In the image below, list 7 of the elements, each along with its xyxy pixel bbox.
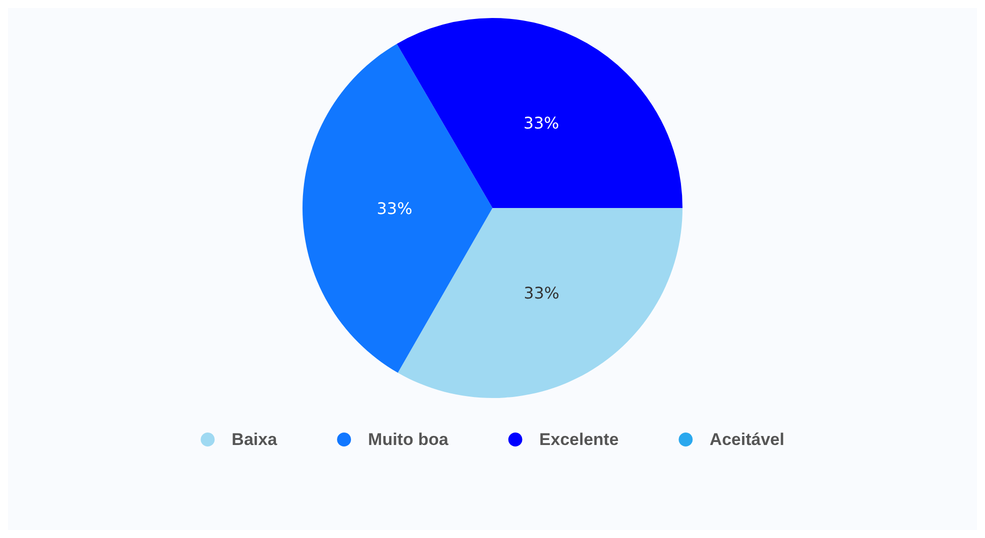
- legend-label: Aceitável: [710, 430, 784, 449]
- data-label: 33%: [524, 114, 560, 133]
- legend-label: Excelente: [539, 430, 619, 449]
- legend-label: Baixa: [232, 430, 278, 449]
- data-label: 33%: [524, 283, 560, 302]
- data-label: 33%: [376, 198, 412, 218]
- legend-label: Muito boa: [368, 430, 449, 449]
